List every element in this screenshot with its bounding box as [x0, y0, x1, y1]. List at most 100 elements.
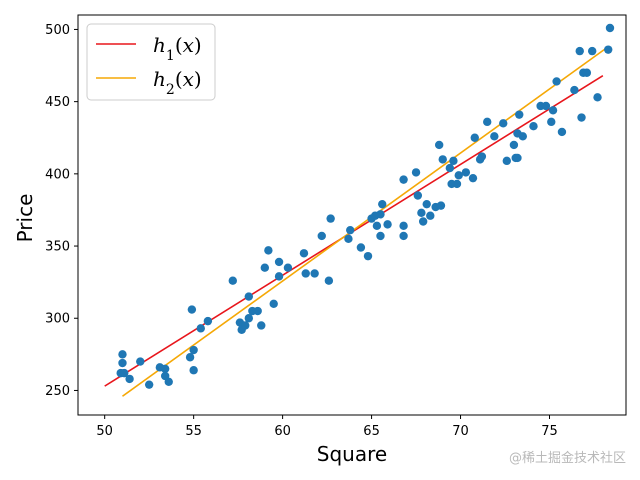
data-point [301, 269, 310, 278]
data-point [187, 305, 197, 314]
x-tick-label: 60 [274, 424, 291, 439]
data-point [577, 113, 586, 122]
data-point [513, 153, 522, 163]
y-axis-label: Price [13, 194, 37, 243]
data-point [518, 132, 528, 141]
data-point [244, 292, 254, 301]
data-point [438, 155, 447, 164]
data-point [529, 121, 538, 131]
data-point [509, 140, 519, 150]
data-point [356, 243, 366, 252]
data-point [344, 234, 353, 244]
data-point [541, 101, 551, 111]
data-point [399, 231, 408, 241]
data-point [228, 276, 237, 285]
x-tick-label: 65 [363, 424, 380, 439]
data-point [189, 366, 198, 375]
legend: h1(x) h2(x) [86, 23, 216, 101]
data-point [376, 231, 385, 241]
data-point [324, 276, 334, 285]
data-point [552, 77, 561, 86]
data-point [189, 345, 198, 355]
x-axis-ticks: 50 55 60 65 70 75 [96, 415, 558, 439]
x-tick-label: 75 [541, 424, 558, 439]
data-point [548, 106, 558, 115]
data-point [575, 46, 584, 56]
data-point [326, 214, 335, 223]
data-point [570, 85, 579, 95]
data-point [411, 168, 421, 177]
data-point [593, 93, 602, 102]
data-point [164, 377, 173, 386]
x-tick-label: 50 [96, 424, 113, 439]
data-point [160, 364, 170, 373]
data-point [299, 249, 309, 258]
data-point [241, 321, 250, 330]
data-point [244, 314, 254, 323]
data-point [454, 171, 463, 180]
data-point [346, 225, 355, 235]
data-point [502, 156, 511, 166]
data-point [422, 199, 431, 209]
y-tick-label: 400 [45, 167, 70, 182]
data-point [399, 221, 408, 231]
data-point [383, 220, 392, 229]
data-point [557, 127, 567, 137]
data-point [449, 156, 458, 166]
data-point [490, 132, 499, 141]
x-tick-label: 70 [452, 424, 469, 439]
y-tick-label: 250 [45, 384, 70, 399]
data-point [253, 306, 262, 316]
data-point [203, 316, 213, 326]
data-point [436, 201, 446, 210]
data-point [120, 368, 129, 378]
data-point [274, 272, 284, 281]
data-point [418, 217, 428, 226]
data-point [144, 380, 154, 389]
data-point [196, 324, 205, 333]
x-axis-label: Square [317, 442, 387, 466]
data-point [477, 152, 487, 161]
data-point [434, 140, 444, 150]
x-tick-label: 55 [185, 424, 202, 439]
data-point [515, 110, 524, 119]
data-point [317, 231, 326, 241]
data-point [136, 357, 145, 366]
data-point [499, 119, 508, 128]
data-point [264, 246, 273, 255]
data-point [118, 358, 127, 368]
data-point [376, 210, 385, 219]
y-tick-label: 500 [45, 23, 70, 38]
data-point [587, 46, 597, 56]
data-point [372, 221, 382, 231]
data-point [257, 321, 266, 330]
y-tick-label: 350 [45, 240, 70, 255]
data-point [417, 208, 426, 218]
data-point [445, 163, 455, 173]
data-point [452, 179, 462, 189]
data-point [125, 374, 134, 384]
data-point [468, 173, 478, 183]
watermark-text: @稀土掘金技术社区 [508, 451, 626, 466]
data-point [413, 191, 423, 200]
legend-box [86, 23, 216, 101]
data-point [547, 117, 556, 127]
data-point [399, 175, 408, 184]
data-point [269, 299, 278, 309]
data-point [185, 353, 195, 362]
data-point [461, 168, 471, 177]
series-line-h2 [122, 46, 609, 397]
data-point [470, 133, 479, 142]
data-points [116, 23, 615, 389]
data-point [605, 23, 615, 33]
data-point [483, 117, 492, 127]
data-point [274, 257, 284, 267]
plot-frame [77, 14, 627, 416]
y-tick-label: 450 [45, 95, 70, 110]
data-point [378, 199, 387, 209]
data-point [310, 269, 319, 278]
y-tick-label: 300 [45, 312, 70, 327]
data-point [283, 263, 293, 272]
data-point [363, 251, 373, 261]
